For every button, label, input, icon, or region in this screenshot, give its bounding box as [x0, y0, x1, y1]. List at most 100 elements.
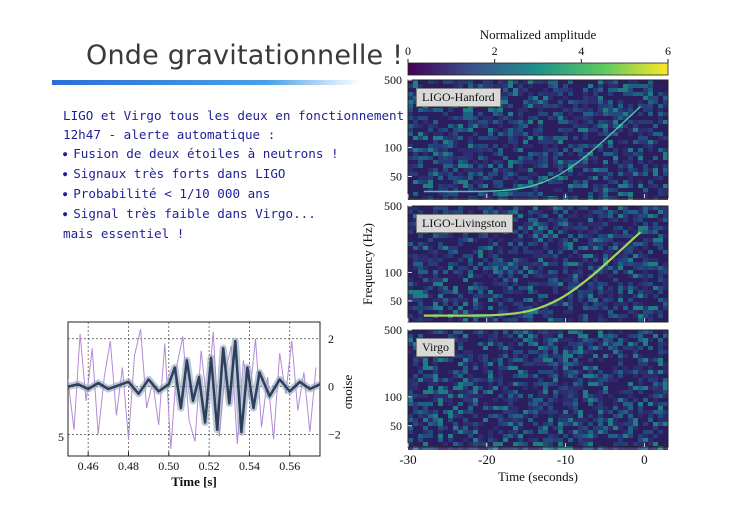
noise-cell	[533, 188, 538, 192]
noise-cell	[473, 116, 478, 120]
noise-cell	[658, 350, 663, 354]
noise-cell	[578, 156, 583, 160]
noise-cell	[483, 298, 488, 302]
noise-cell	[458, 330, 463, 334]
noise-cell	[598, 330, 603, 334]
noise-cell	[633, 318, 638, 322]
noise-cell	[658, 246, 663, 250]
noise-cell	[573, 120, 578, 124]
noise-cell	[563, 278, 568, 282]
noise-cell	[538, 410, 543, 414]
noise-cell	[663, 238, 668, 242]
noise-cell	[563, 334, 568, 338]
noise-cell	[538, 282, 543, 286]
noise-cell	[513, 210, 518, 214]
noise-cell	[523, 262, 528, 266]
noise-cell	[563, 160, 568, 164]
noise-cell	[583, 210, 588, 214]
noise-cell	[468, 206, 473, 210]
noise-cell	[498, 342, 503, 346]
noise-cell	[608, 192, 613, 196]
noise-cell	[658, 214, 663, 218]
noise-cell	[493, 318, 498, 322]
noise-cell	[618, 378, 623, 382]
noise-cell	[408, 180, 413, 184]
noise-cell	[578, 206, 583, 210]
noise-cell	[573, 188, 578, 192]
noise-cell	[638, 104, 643, 108]
noise-cell	[633, 148, 638, 152]
noise-cell	[618, 254, 623, 258]
noise-cell	[603, 88, 608, 92]
noise-cell	[503, 334, 508, 338]
noise-cell	[588, 378, 593, 382]
noise-cell	[663, 128, 668, 132]
noise-cell	[488, 144, 493, 148]
noise-cell	[473, 446, 478, 450]
noise-cell	[443, 442, 448, 446]
noise-cell	[408, 230, 413, 234]
noise-cell	[558, 242, 563, 246]
noise-cell	[553, 148, 558, 152]
noise-cell	[528, 246, 533, 250]
noise-cell	[498, 108, 503, 112]
noise-cell	[618, 314, 623, 318]
noise-cell	[603, 238, 608, 242]
noise-cell	[623, 382, 628, 386]
noise-cell	[538, 414, 543, 418]
noise-cell	[658, 434, 663, 438]
noise-cell	[528, 286, 533, 290]
noise-cell	[563, 390, 568, 394]
noise-cell	[538, 358, 543, 362]
noise-cell	[618, 156, 623, 160]
noise-cell	[528, 192, 533, 196]
noise-cell	[623, 108, 628, 112]
noise-cell	[523, 242, 528, 246]
noise-cell	[508, 258, 513, 262]
noise-cell	[548, 370, 553, 374]
noise-cell	[558, 116, 563, 120]
noise-cell	[653, 180, 658, 184]
noise-cell	[658, 286, 663, 290]
noise-cell	[553, 226, 558, 230]
noise-cell	[413, 218, 418, 222]
noise-cell	[498, 282, 503, 286]
noise-cell	[548, 184, 553, 188]
noise-cell	[473, 338, 478, 342]
noise-cell	[543, 238, 548, 242]
noise-cell	[588, 128, 593, 132]
noise-cell	[518, 188, 523, 192]
noise-cell	[603, 160, 608, 164]
noise-cell	[638, 100, 643, 104]
noise-cell	[588, 88, 593, 92]
noise-cell	[523, 136, 528, 140]
noise-cell	[628, 132, 633, 136]
noise-cell	[418, 270, 423, 274]
noise-cell	[633, 92, 638, 96]
noise-cell	[418, 180, 423, 184]
noise-cell	[443, 286, 448, 290]
noise-cell	[423, 374, 428, 378]
text-line: mais essentiel !	[63, 226, 185, 241]
noise-cell	[568, 218, 573, 222]
noise-cell	[408, 104, 413, 108]
noise-cell	[518, 156, 523, 160]
noise-cell	[558, 84, 563, 88]
noise-cell	[613, 80, 618, 84]
noise-cell	[553, 246, 558, 250]
noise-cell	[523, 346, 528, 350]
noise-cell	[543, 366, 548, 370]
noise-cell	[598, 210, 603, 214]
noise-cell	[533, 254, 538, 258]
noise-cell	[588, 290, 593, 294]
noise-cell	[503, 152, 508, 156]
noise-cell	[653, 302, 658, 306]
noise-cell	[423, 334, 428, 338]
noise-cell	[533, 290, 538, 294]
noise-cell	[568, 414, 573, 418]
noise-cell	[518, 374, 523, 378]
noise-cell	[453, 120, 458, 124]
noise-cell	[548, 238, 553, 242]
noise-cell	[463, 192, 468, 196]
noise-cell	[588, 442, 593, 446]
